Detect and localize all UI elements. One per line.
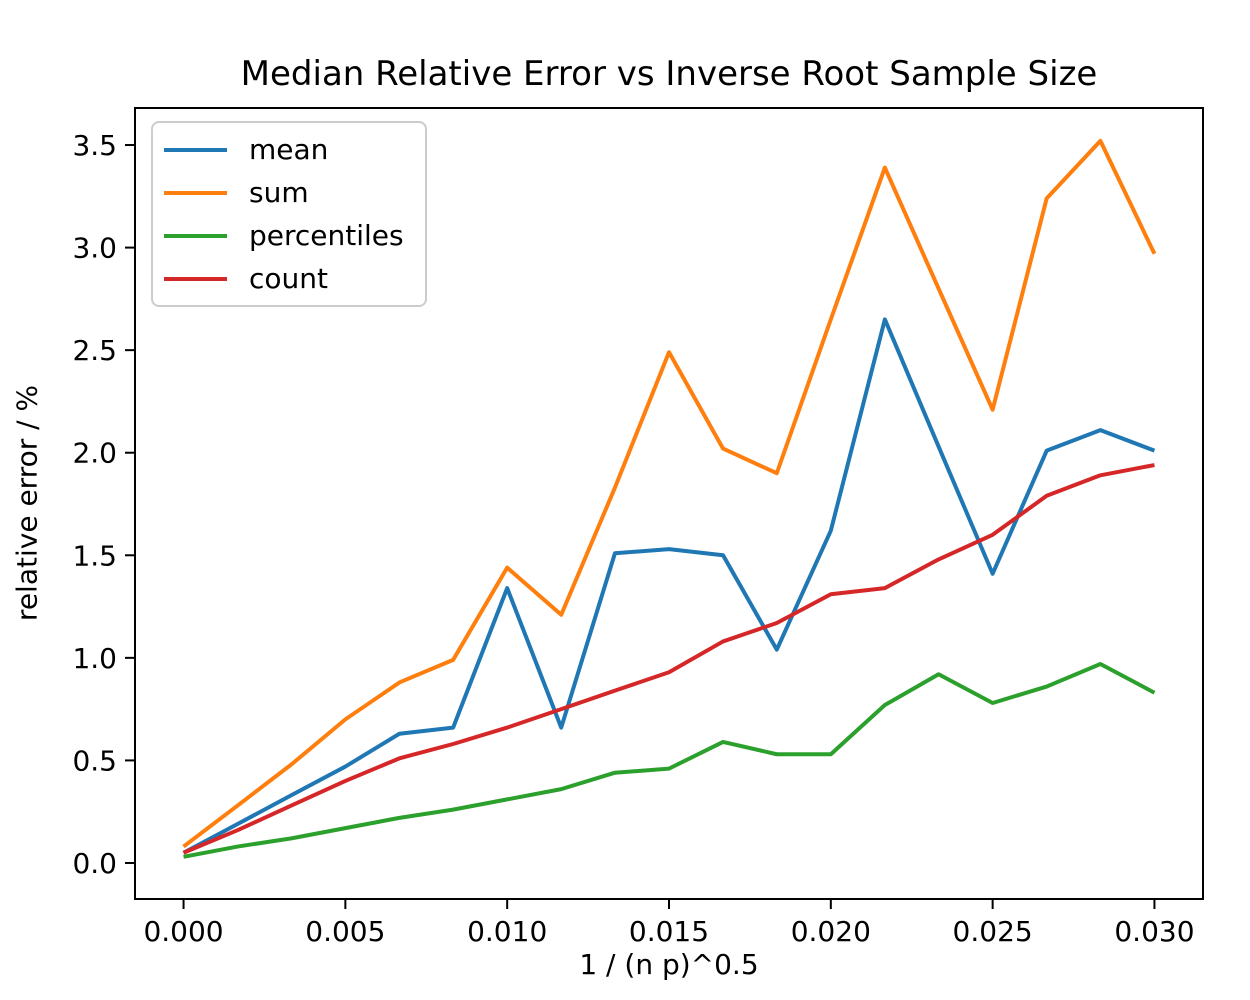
legend-entry-percentiles: percentiles xyxy=(164,218,425,252)
plot-area: 0.000 0.005 0.010 0.015 0.020 0.025 0.0300.00.… xyxy=(72,107,1204,948)
y-tick-label: 2.5 xyxy=(72,334,117,367)
y-tick-label: 0.5 xyxy=(72,744,117,777)
legend-label: percentiles xyxy=(249,218,404,252)
chart-title: Median Relative Error vs Inverse Root Sa… xyxy=(240,54,1098,94)
x-tick-label: 0.020 xyxy=(791,915,871,948)
line-count xyxy=(182,463,1155,855)
x-tick-label: 0.015 xyxy=(629,915,709,948)
x-tick-label: 0.025 xyxy=(953,915,1033,948)
y-tick-label: 3.0 xyxy=(72,232,117,265)
legend-label: mean xyxy=(249,132,329,166)
legend: mean sum percentiles count xyxy=(151,121,427,307)
legend-line-sample-mean xyxy=(164,147,227,152)
line-sum xyxy=(182,138,1157,849)
legend-line-sample-sum xyxy=(164,190,227,195)
legend-entry-count: count xyxy=(164,261,425,295)
y-tick-label: 3.5 xyxy=(72,129,117,162)
x-axis-label: 1 / (n p)^0.5 xyxy=(579,948,759,981)
x-tick-label: 0.010 xyxy=(467,915,547,948)
legend-line-sample-count xyxy=(164,276,227,281)
line-mean xyxy=(182,317,1156,855)
y-tick-label: 1.0 xyxy=(72,642,117,675)
y-axis-label: relative error / % xyxy=(10,384,44,622)
y-tick-label: 2.0 xyxy=(72,437,117,470)
legend-label: count xyxy=(249,261,328,295)
y-tick-label: 1.5 xyxy=(72,539,117,572)
legend-entry-mean: mean xyxy=(164,132,425,166)
legend-line-sample-percentiles xyxy=(164,233,227,238)
x-tick-label: 0.030 xyxy=(1114,915,1194,948)
line-percentiles xyxy=(183,662,1156,859)
legend-entry-sum: sum xyxy=(164,175,425,209)
y-tick-label: 0.0 xyxy=(72,847,117,880)
x-axis-ticks: 0.000 0.005 0.010 0.015 0.020 0.025 0.030 xyxy=(143,899,1195,948)
axes-spines xyxy=(134,107,1204,900)
legend-label: sum xyxy=(249,175,309,209)
y-axis-ticks: 0.0 0.5 1.0 1.5 2.0 2.5 3.0 3.5 xyxy=(72,129,135,880)
x-tick-label: 0.000 xyxy=(143,915,223,948)
x-tick-label: 0.005 xyxy=(305,915,385,948)
